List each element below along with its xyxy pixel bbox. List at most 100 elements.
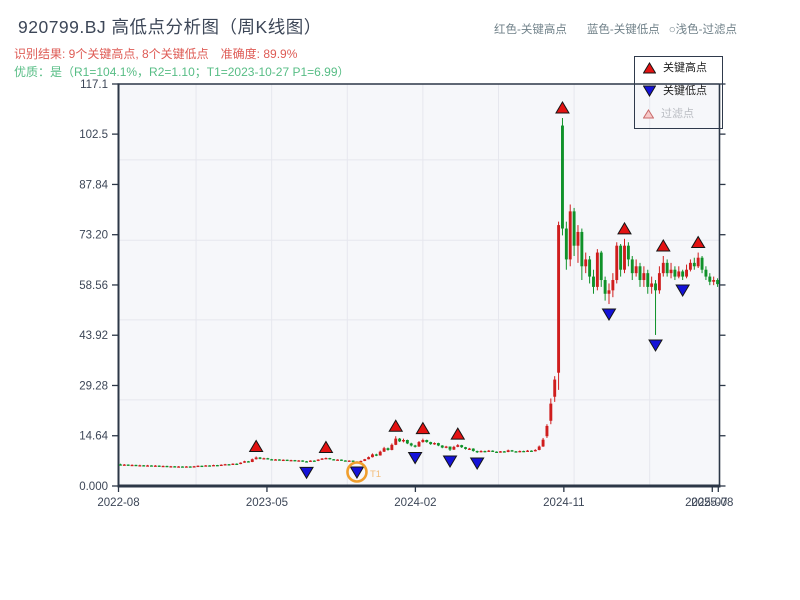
candle xyxy=(118,463,122,466)
candle xyxy=(661,255,665,277)
candle xyxy=(592,269,595,294)
candle xyxy=(363,458,367,462)
candle xyxy=(417,441,421,447)
candle xyxy=(227,464,231,466)
candle xyxy=(277,459,281,461)
candle xyxy=(537,445,541,451)
candle xyxy=(712,276,716,286)
candle xyxy=(529,450,533,452)
candle xyxy=(386,447,390,451)
candle xyxy=(374,453,378,457)
candle xyxy=(196,465,200,468)
candle xyxy=(444,445,448,449)
candle xyxy=(545,424,549,438)
y-tick-label: 58.56 xyxy=(79,280,108,292)
candle xyxy=(487,449,491,453)
candle xyxy=(475,450,479,454)
candle xyxy=(514,450,518,453)
candle xyxy=(696,252,700,269)
candle xyxy=(301,460,305,462)
candle xyxy=(433,442,436,445)
candle xyxy=(502,450,506,453)
key-high-marker xyxy=(248,439,264,452)
candle xyxy=(541,437,545,447)
candle xyxy=(405,439,409,445)
candle xyxy=(351,460,355,462)
candle xyxy=(134,464,138,467)
candle xyxy=(142,465,146,467)
candle xyxy=(483,450,487,453)
candle xyxy=(409,442,413,447)
candle xyxy=(208,465,212,467)
key-high-marker xyxy=(555,101,570,114)
candle xyxy=(549,398,553,425)
key-high-marker xyxy=(318,440,334,454)
candle xyxy=(289,459,293,462)
candle xyxy=(285,459,289,462)
candle xyxy=(456,444,460,448)
key-high-marker xyxy=(690,235,706,249)
key-low-marker xyxy=(469,457,485,471)
candle xyxy=(153,465,157,467)
candle xyxy=(320,458,324,460)
candle xyxy=(708,273,712,286)
recognition-result-text: 识别结果: 9个关键高点, 8个关键低点 准确度: 89.9% xyxy=(14,47,298,61)
candle xyxy=(584,252,588,274)
candle xyxy=(580,228,584,281)
candle xyxy=(270,458,274,461)
candle xyxy=(429,441,433,445)
candle xyxy=(262,457,266,460)
candle xyxy=(700,255,704,274)
candle xyxy=(623,238,626,274)
candle xyxy=(382,446,386,453)
candle xyxy=(200,465,204,468)
plot-area xyxy=(118,84,720,486)
candle xyxy=(336,459,340,461)
candle xyxy=(615,242,619,284)
candle xyxy=(669,262,673,279)
candle xyxy=(402,438,405,443)
candle xyxy=(231,463,235,465)
key-high-marker xyxy=(617,221,632,235)
candle xyxy=(122,464,126,466)
candle xyxy=(506,449,510,453)
candle xyxy=(448,446,452,451)
y-tick-label: 102.5 xyxy=(79,129,108,141)
candle xyxy=(343,460,347,462)
candle xyxy=(394,436,398,446)
color-key-filtered: ○浅色-过滤点 xyxy=(668,24,737,36)
candle xyxy=(568,204,572,267)
candle xyxy=(495,451,498,453)
key-high-marker xyxy=(655,239,671,252)
key-high-triangle-icon xyxy=(643,62,656,74)
candle xyxy=(518,450,522,453)
candle xyxy=(657,266,661,294)
candle xyxy=(215,464,219,467)
candle xyxy=(685,264,688,279)
candle xyxy=(297,460,301,462)
candle xyxy=(479,450,483,453)
candle xyxy=(646,269,650,294)
x-tick-label: 2024-11 xyxy=(543,497,584,509)
y-tick-label: 14.64 xyxy=(79,431,108,443)
candle xyxy=(150,465,153,467)
key-low-marker xyxy=(442,455,458,468)
candle xyxy=(258,456,262,460)
candle xyxy=(340,459,343,461)
x-tick-label: 2023-05 xyxy=(246,497,288,509)
candle xyxy=(533,449,537,452)
key-low-marker xyxy=(299,466,314,480)
y-tick-label: 117.1 xyxy=(80,79,108,91)
candle xyxy=(436,442,440,447)
candle xyxy=(378,450,382,456)
candle xyxy=(126,464,130,466)
candle xyxy=(235,463,239,465)
x-tick-label: 2022-08 xyxy=(97,497,139,509)
candle xyxy=(398,437,402,443)
candle xyxy=(246,460,250,463)
key-low-triangle-icon xyxy=(643,85,656,97)
candle xyxy=(526,449,530,452)
candle xyxy=(704,266,708,281)
candle xyxy=(157,465,161,467)
